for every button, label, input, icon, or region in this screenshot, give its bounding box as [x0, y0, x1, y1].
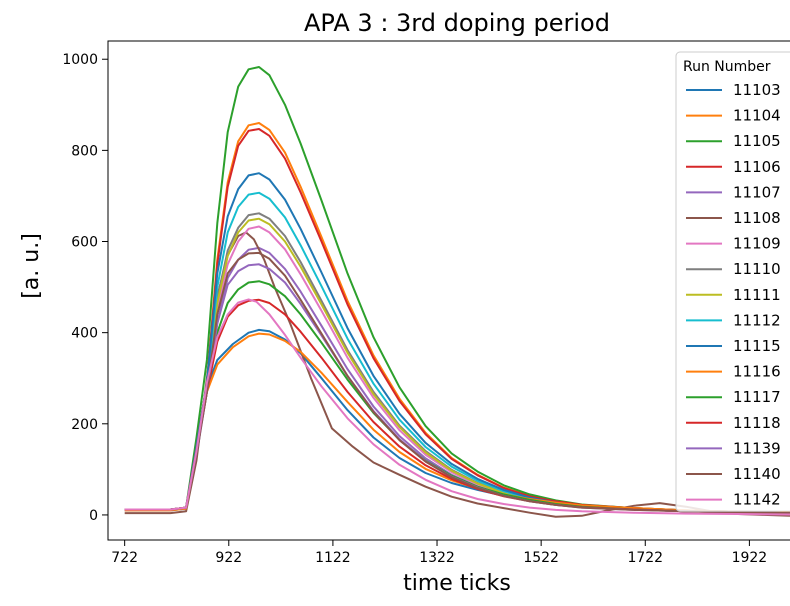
legend-label-11106: 11106 — [733, 158, 781, 176]
legend-label-11115: 11115 — [733, 337, 781, 355]
legend: Run Number 11103 11104 11105 11106 11107 11108… — [675, 51, 790, 512]
legend-label-11107: 11107 — [733, 183, 781, 201]
y-tick-label: 0 — [89, 508, 98, 524]
y-tick-label: 1000 — [62, 52, 98, 68]
series-lines — [124, 66, 790, 518]
series-line-11116 — [124, 332, 790, 514]
legend-label-11112: 11112 — [733, 311, 781, 329]
legend-label-11139: 11139 — [733, 439, 781, 457]
legend-label-11111: 11111 — [733, 286, 781, 304]
y-tick-label: 200 — [71, 417, 98, 433]
legend-title: Run Number — [683, 59, 771, 75]
x-tick-label: 1722 — [627, 550, 663, 566]
legend-label-11109: 11109 — [733, 235, 781, 253]
y-tick-label: 400 — [71, 326, 98, 342]
legend-label-11116: 11116 — [733, 363, 781, 381]
x-axis-label: time ticks — [403, 571, 511, 596]
legend-label-11103: 11103 — [733, 81, 781, 99]
plot-area: 722 922 1122 1322 1522 1722 1922 0 200 400 600 800 1… — [62, 40, 790, 566]
y-tick-label: 600 — [71, 235, 98, 251]
legend-label-11108: 11108 — [733, 209, 781, 227]
x-tick-label: 1522 — [523, 550, 559, 566]
legend-label-11117: 11117 — [733, 388, 781, 406]
x-tick-label: 1922 — [732, 550, 768, 566]
legend-label-11118: 11118 — [733, 414, 781, 432]
legend-label-11142: 11142 — [733, 491, 781, 509]
y-axis-label: [a. u.] — [19, 233, 44, 299]
legend-label-11110: 11110 — [733, 260, 781, 278]
plot-frame — [107, 40, 790, 541]
legend-label-11140: 11140 — [733, 465, 781, 483]
y-tick-label: 800 — [71, 143, 98, 159]
x-tick-label: 722 — [111, 550, 138, 566]
series-line-11142 — [124, 298, 790, 516]
x-tick-label: 1322 — [419, 550, 455, 566]
legend-label-11105: 11105 — [733, 132, 781, 150]
series-line-11140 — [124, 251, 790, 515]
legend-label-11104: 11104 — [733, 107, 781, 125]
x-tick-label: 922 — [215, 550, 242, 566]
x-tick-label: 1122 — [315, 550, 351, 566]
chart-title: APA 3 : 3rd doping period — [304, 9, 610, 37]
